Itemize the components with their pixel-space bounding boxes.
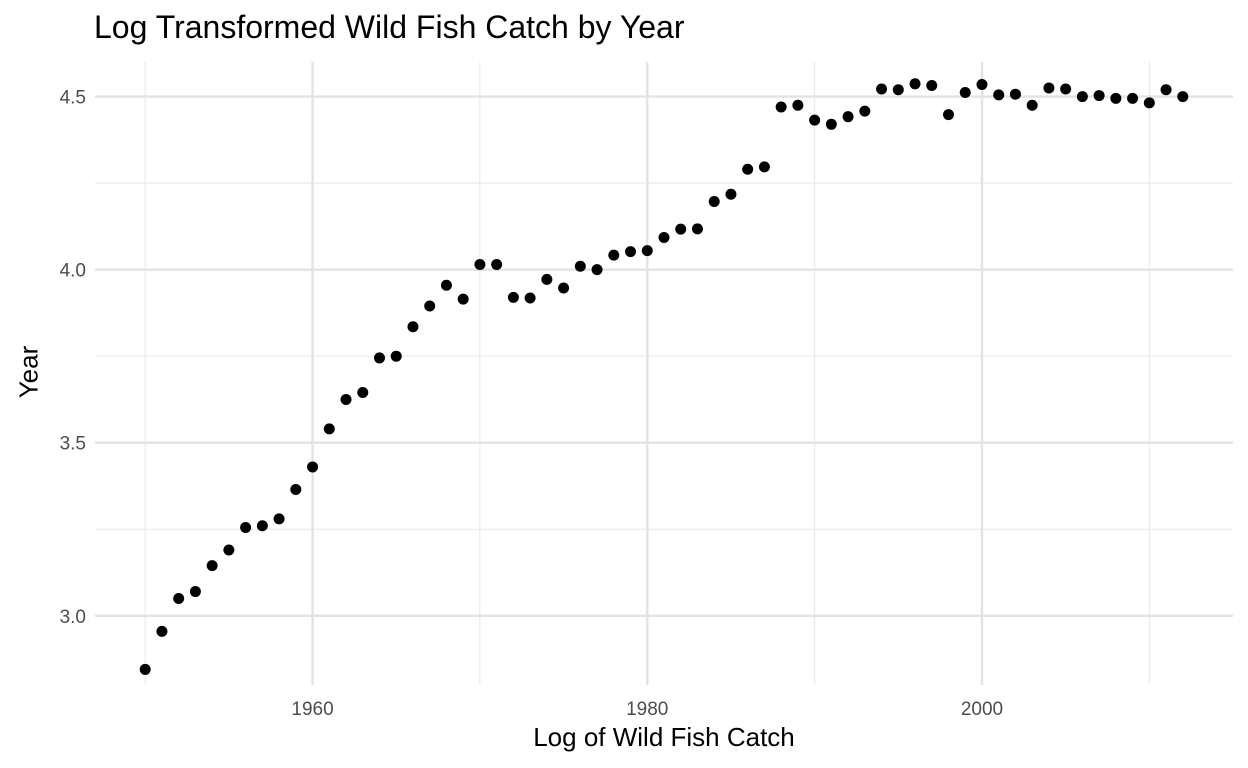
data-point (725, 188, 737, 200)
data-point (591, 264, 603, 276)
data-point (407, 321, 419, 333)
data-point (993, 89, 1005, 101)
data-point (139, 663, 151, 675)
data-point (708, 195, 720, 207)
data-point (809, 114, 821, 126)
major-gridlines (95, 62, 1233, 685)
data-point (558, 282, 570, 294)
data-point (876, 83, 888, 95)
data-point (1076, 91, 1088, 103)
data-points (139, 78, 1189, 675)
x-tick-label: 2000 (961, 699, 1003, 720)
x-tick-label: 1980 (626, 699, 668, 720)
x-axis-title: Log of Wild Fish Catch (533, 722, 795, 752)
y-axis-title: Year (13, 345, 44, 399)
data-point (323, 423, 335, 435)
data-point (742, 163, 754, 175)
data-point (1060, 83, 1072, 95)
data-point (574, 260, 586, 272)
data-point (541, 273, 553, 285)
data-point (507, 291, 519, 303)
x-tick-label: 1960 (291, 699, 333, 720)
x-axis-tick-labels: 1960 1980 2000 (291, 699, 1003, 720)
chart-title: Log Transformed Wild Fish Catch by Year (94, 9, 685, 45)
data-point (524, 292, 536, 304)
data-point (675, 223, 687, 235)
data-point (625, 246, 637, 258)
data-point (340, 393, 352, 405)
data-point (691, 223, 703, 235)
data-point (1026, 99, 1038, 111)
y-axis-tick-labels: 3.0 3.5 4.0 4.5 (60, 88, 86, 628)
data-point (1093, 90, 1105, 102)
y-tick-label: 4.0 (60, 261, 86, 282)
data-point (390, 350, 402, 362)
data-point (1009, 88, 1021, 100)
data-point (859, 105, 871, 117)
data-point (1160, 84, 1172, 96)
data-point (641, 245, 653, 257)
data-point (457, 293, 469, 305)
data-point (792, 99, 804, 111)
data-point (491, 258, 503, 270)
data-point (892, 84, 904, 96)
data-point (424, 300, 436, 312)
data-point (273, 513, 285, 525)
data-point (1110, 92, 1122, 104)
y-tick-label: 3.0 (60, 607, 86, 628)
data-point (223, 544, 235, 556)
data-point (374, 352, 385, 364)
data-point (943, 109, 954, 121)
data-point (290, 483, 302, 495)
data-point (825, 118, 837, 130)
data-point (173, 592, 185, 604)
data-point (1043, 82, 1055, 94)
data-point (189, 586, 201, 598)
data-point (1127, 92, 1139, 104)
data-point (474, 258, 486, 270)
data-point (976, 78, 988, 90)
data-point (758, 161, 770, 173)
y-tick-label: 4.5 (60, 88, 86, 109)
y-tick-label: 3.5 (60, 434, 86, 455)
data-point (307, 461, 319, 473)
data-point (256, 520, 268, 532)
data-point (959, 86, 971, 98)
minor-gridlines (95, 62, 1233, 685)
data-point (440, 279, 452, 291)
data-point (608, 249, 620, 261)
data-point (1143, 97, 1155, 109)
data-point (240, 522, 252, 534)
data-point (357, 387, 369, 399)
data-point (926, 80, 938, 92)
data-point (156, 625, 168, 637)
data-point (206, 560, 218, 572)
data-point (909, 78, 921, 90)
data-point (1177, 91, 1189, 103)
data-point (842, 111, 854, 123)
data-point (658, 231, 670, 243)
data-point (775, 101, 787, 113)
